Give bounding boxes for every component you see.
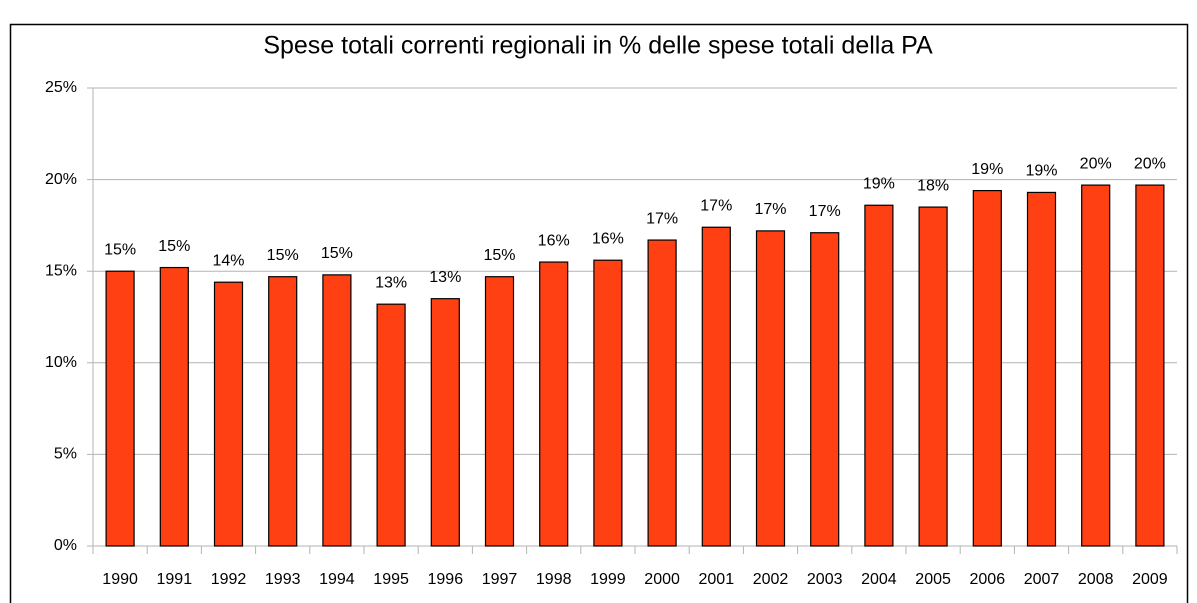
value-label: 20% [1080, 155, 1112, 172]
value-label: 16% [592, 230, 624, 247]
bar [539, 261, 569, 547]
value-label: 16% [538, 232, 570, 249]
bar [593, 259, 623, 547]
x-tick-label: 1992 [211, 571, 247, 588]
value-label: 17% [700, 197, 732, 214]
value-label: 18% [917, 177, 949, 194]
x-tick-label: 1994 [319, 571, 355, 588]
bar [1135, 184, 1165, 547]
x-tick-label: 1999 [590, 571, 626, 588]
value-label: 19% [971, 161, 1003, 178]
x-tick-label: 1997 [482, 571, 518, 588]
bar [1081, 184, 1111, 547]
x-tick-label: 1995 [373, 571, 409, 588]
value-label: 15% [158, 238, 190, 255]
value-label: 13% [375, 274, 407, 291]
bar [105, 270, 135, 547]
x-tick-label: 2006 [970, 571, 1006, 588]
value-label: 13% [429, 269, 461, 286]
y-tick-label: 5% [54, 446, 77, 463]
bar [810, 232, 840, 547]
bar [322, 274, 352, 547]
bar [864, 204, 894, 547]
y-tick-label: 15% [45, 262, 77, 279]
value-label: 20% [1134, 155, 1166, 172]
bar [430, 298, 460, 547]
value-label: 15% [267, 247, 299, 264]
value-label: 17% [754, 201, 786, 218]
bar [213, 281, 244, 547]
bar [755, 230, 786, 547]
x-tick-label: 1996 [428, 571, 464, 588]
value-label: 17% [809, 203, 841, 220]
bar [159, 266, 189, 547]
x-tick-label: 2007 [1024, 571, 1060, 588]
value-label: 17% [646, 210, 678, 227]
value-label: 19% [863, 175, 895, 192]
y-tick-label: 0% [54, 537, 77, 554]
x-tick-label: 1990 [102, 571, 138, 588]
value-label: 15% [104, 241, 136, 258]
x-tick-label: 2001 [699, 571, 735, 588]
bar [1026, 191, 1057, 547]
bar [647, 239, 677, 547]
x-tick-label: 2003 [807, 571, 843, 588]
x-tick-label: 1991 [157, 571, 193, 588]
x-tick-label: 2002 [753, 571, 789, 588]
x-tick-label: 2005 [915, 571, 951, 588]
x-tick-label: 2000 [644, 571, 680, 588]
bar [268, 276, 298, 547]
y-tick-label: 25% [45, 79, 77, 96]
x-tick-label: 2008 [1078, 571, 1114, 588]
bar [701, 226, 731, 547]
x-tick-label: 1998 [536, 571, 572, 588]
chart-title: Spese totali correnti regionali in % del… [263, 32, 933, 60]
value-label: 15% [483, 247, 515, 264]
y-tick-label: 10% [45, 354, 77, 371]
y-tick-label: 20% [45, 171, 77, 188]
bar [972, 189, 1002, 547]
x-tick-label: 2004 [861, 571, 897, 588]
value-label: 14% [212, 252, 244, 269]
bar [376, 303, 406, 547]
bar [484, 276, 515, 547]
bar [918, 206, 948, 547]
value-label: 19% [1025, 163, 1057, 180]
x-tick-label: 1993 [265, 571, 301, 588]
value-label: 15% [321, 245, 353, 262]
x-tick-label: 2009 [1132, 571, 1168, 588]
